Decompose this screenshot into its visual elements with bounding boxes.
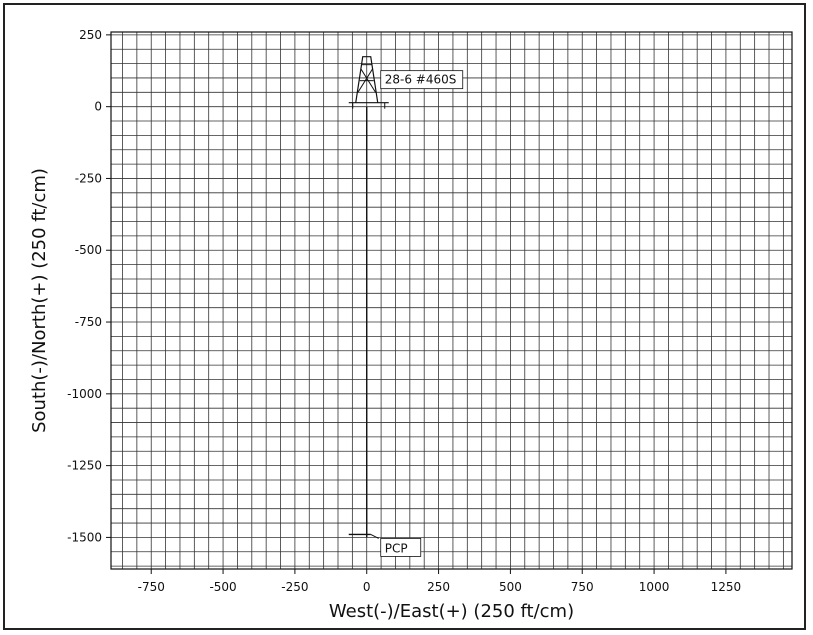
y-tick-label: -750	[75, 315, 102, 329]
y-tick-label: -500	[75, 243, 102, 257]
annotations: 28-6 #460S PCP	[348, 56, 464, 557]
x-tick-label: 750	[571, 580, 594, 594]
x-tick-label: 1000	[639, 580, 670, 594]
x-tick-label: -500	[209, 580, 236, 594]
y-tick-label: -1250	[67, 459, 102, 473]
axis-ticks: -750 -500 -250 0 250 500 750 1000 1250 250 0 -250 -5…	[67, 28, 741, 594]
well-name-label: 28-6 #460S	[385, 73, 457, 87]
x-axis-title: West(-)/East(+) (250 ft/cm)	[329, 601, 574, 622]
x-tick-label: 1250	[711, 580, 742, 594]
target-icon	[348, 533, 379, 539]
target-label: PCP	[385, 541, 408, 555]
chart-frame: -750 -500 -250 0 250 500 750 1000 1250 250 0 -250 -5…	[3, 3, 806, 630]
x-tick-label: 250	[427, 580, 450, 594]
x-tick-label: 500	[499, 580, 522, 594]
target-label-box	[380, 538, 422, 557]
well-label-box	[380, 70, 464, 90]
y-tick-label: -1000	[67, 387, 102, 401]
y-tick-label: -250	[75, 171, 102, 185]
x-tick-label: -750	[138, 580, 165, 594]
y-tick-label: -1500	[67, 530, 102, 544]
y-tick-label: 250	[79, 28, 102, 42]
rig-icon	[348, 56, 389, 109]
chart-svg: -750 -500 -250 0 250 500 750 1000 1250 250 0 -250 -5…	[29, 28, 793, 622]
y-tick-label: 0	[94, 100, 102, 114]
x-tick-label: 0	[363, 580, 371, 594]
grid	[111, 32, 792, 569]
y-axis-title: South(-)/North(+) (250 ft/cm)	[29, 168, 50, 433]
plot-area	[110, 31, 793, 570]
x-tick-label: -250	[281, 580, 308, 594]
